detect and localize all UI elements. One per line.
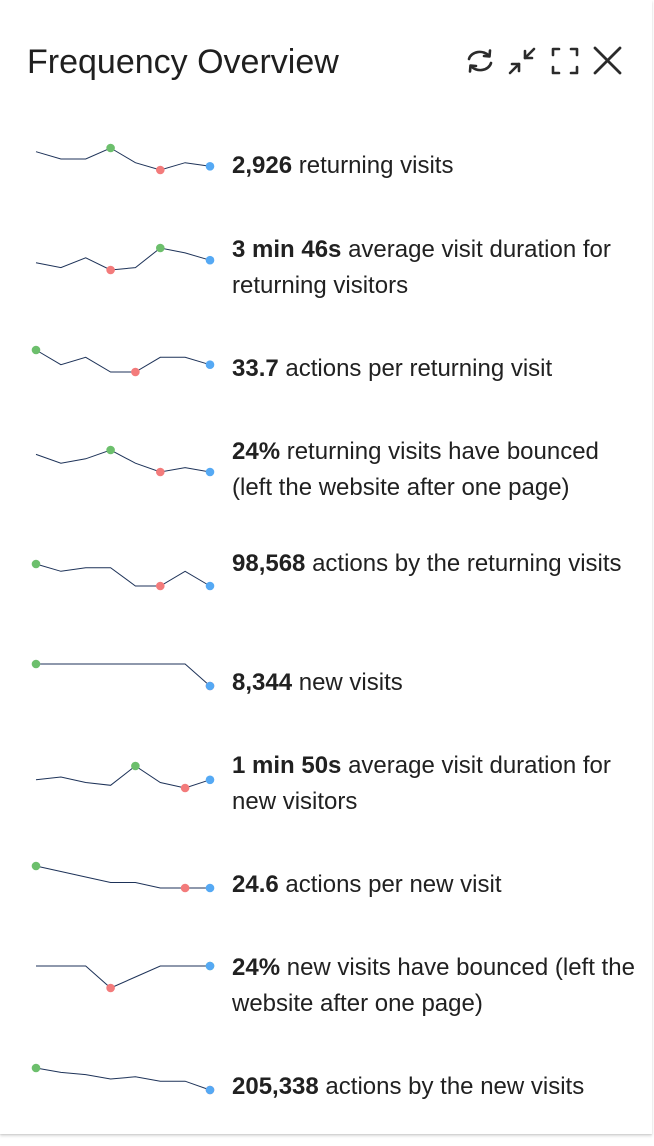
sparkline-line — [35, 1067, 211, 1091]
metric-label: new visits — [292, 669, 403, 696]
sparkline-max-point — [31, 559, 41, 569]
sparkline-last-point — [205, 681, 215, 691]
sparkline-line — [36, 663, 211, 687]
sparkline-min-point — [106, 265, 115, 275]
sparkline[interactable] — [30, 756, 216, 796]
metric-label: actions by the new visits — [318, 1073, 585, 1100]
sparkline-min-point — [131, 367, 140, 377]
sparkline[interactable] — [30, 440, 216, 480]
sparkline[interactable] — [30, 654, 216, 694]
metric-label: actions per new visit — [278, 871, 502, 898]
minimise-icon[interactable] — [504, 43, 540, 79]
sparkline-max-point — [156, 243, 165, 253]
sparkline-last-point — [205, 883, 215, 893]
sparkline-last-point — [205, 255, 215, 265]
widget-header: Frequency Overview — [0, 0, 652, 120]
metric-text: 2,926 returning visits — [232, 148, 642, 184]
metric-text: 24% new visits have bounced (left the we… — [232, 950, 642, 1022]
metric-text: 8,344 new visits — [232, 665, 642, 701]
metric-text: 205,338 actions by the new visits — [232, 1069, 642, 1105]
sparkline[interactable] — [30, 554, 216, 594]
sparkline-line — [35, 349, 211, 373]
sparkline[interactable] — [30, 956, 216, 996]
sparkline-max-point — [106, 143, 115, 153]
metric-text: 1 min 50s average visit duration for new… — [232, 748, 642, 820]
metric-label: new visits have bounced (left the websit… — [232, 954, 635, 1017]
sparkline[interactable] — [30, 856, 216, 896]
sparkline-min-point — [180, 883, 190, 893]
metric-label: returning visits have bounced (left the … — [232, 438, 599, 501]
metric-label: actions per returning visit — [278, 355, 553, 382]
metric-label: average visit duration for new visitors — [232, 752, 611, 815]
metric-text: 98,568 actions by the returning visits — [232, 546, 642, 582]
sparkline-last-point — [205, 360, 215, 369]
sparkline[interactable] — [30, 340, 216, 380]
metric-text: 24.6 actions per new visit — [232, 867, 642, 903]
metric-label: actions by the returning visits — [305, 550, 622, 577]
sparkline-last-point — [205, 467, 215, 477]
metric-value: 3 min 46s — [232, 236, 342, 263]
sparkline[interactable] — [30, 238, 216, 278]
metric-value: 205,338 — [232, 1073, 319, 1100]
metric-label: returning visits — [292, 152, 454, 179]
sparkline-line — [35, 247, 211, 271]
sparkline-min-point — [156, 165, 165, 175]
metric-value: 24% — [232, 438, 281, 465]
sparkline-max-point — [131, 761, 140, 771]
sparkline-last-point — [205, 581, 215, 591]
metric-value: 24.6 — [232, 871, 279, 898]
sparkline-line — [35, 449, 211, 473]
metric-value: 8,344 — [232, 669, 293, 696]
sparkline-max-point — [31, 1063, 41, 1073]
close-icon[interactable] — [589, 43, 625, 79]
sparkline-last-point — [205, 162, 215, 171]
sparkline-min-point — [180, 783, 190, 793]
sparkline-last-point — [205, 961, 215, 971]
sparkline-last-point — [205, 1085, 215, 1095]
sparkline-max-point — [31, 345, 41, 355]
sparkline-max-point — [106, 445, 115, 455]
sparkline-line — [35, 563, 211, 587]
widget-title: Frequency Overview — [27, 43, 339, 81]
sparkline[interactable] — [30, 138, 216, 178]
metric-value: 33.7 — [232, 355, 279, 382]
sparkline-min-point — [106, 983, 115, 993]
sparkline[interactable] — [30, 1058, 216, 1098]
metric-text: 3 min 46s average visit duration for ret… — [232, 232, 642, 304]
sparkline-line — [36, 965, 210, 989]
sparkline-last-point — [205, 775, 215, 785]
metric-value: 2,926 — [232, 152, 293, 179]
sparkline-min-point — [156, 581, 165, 591]
metric-text: 33.7 actions per returning visit — [232, 351, 642, 387]
metric-value: 24% — [232, 954, 281, 981]
sparkline-min-point — [156, 467, 165, 477]
metric-text: 24% returning visits have bounced (left … — [232, 434, 642, 506]
sparkline-max-point — [31, 659, 41, 669]
sparkline-line — [35, 147, 211, 171]
metric-value: 1 min 50s — [232, 752, 342, 779]
refresh-icon[interactable] — [462, 43, 498, 79]
maximise-icon[interactable] — [547, 43, 583, 79]
metric-label: average visit duration for returning vis… — [232, 236, 611, 299]
metric-value: 98,568 — [232, 550, 306, 577]
sparkline-max-point — [31, 861, 41, 871]
